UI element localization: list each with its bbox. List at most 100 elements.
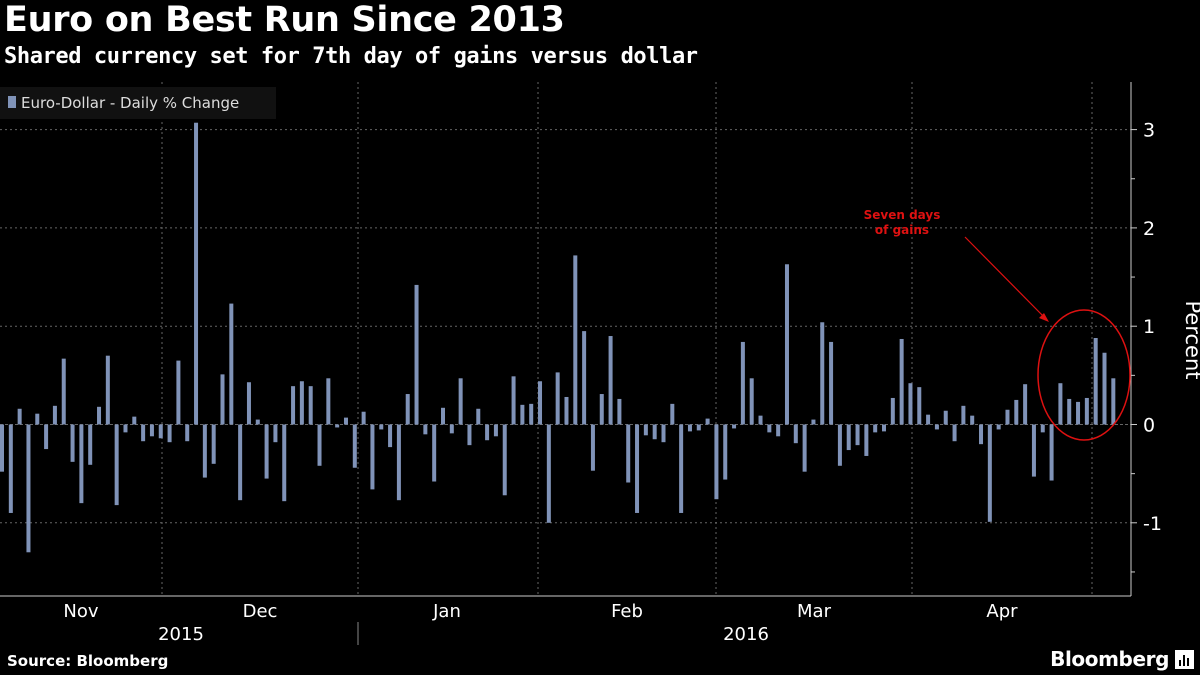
y-axis-label: Percent bbox=[1181, 300, 1200, 379]
bar bbox=[996, 424, 1001, 430]
annotation: Seven days of gains bbox=[864, 208, 1131, 441]
legend-box bbox=[0, 87, 276, 119]
bar bbox=[458, 378, 463, 425]
bar bbox=[538, 381, 543, 425]
bar bbox=[17, 408, 22, 425]
bar bbox=[370, 424, 375, 490]
bar bbox=[934, 424, 939, 430]
bar bbox=[546, 424, 551, 523]
bar bbox=[714, 424, 719, 500]
legend-swatch bbox=[8, 96, 16, 108]
year-label: 2016 bbox=[723, 624, 769, 645]
bar bbox=[608, 336, 613, 425]
bar bbox=[961, 405, 966, 425]
bar bbox=[238, 424, 243, 501]
annotation-text-line2: of gains bbox=[875, 223, 929, 237]
chart-subtitle: Shared currency set for 7th day of gains… bbox=[4, 44, 698, 69]
bar bbox=[582, 331, 587, 425]
bar bbox=[114, 424, 119, 506]
bar bbox=[8, 424, 13, 513]
x-tick-label: Mar bbox=[797, 601, 832, 622]
bar bbox=[202, 424, 207, 478]
bar bbox=[732, 424, 737, 429]
bar bbox=[167, 424, 172, 443]
bar bbox=[229, 303, 234, 425]
bar bbox=[264, 424, 269, 479]
bar bbox=[1014, 399, 1019, 425]
bar bbox=[811, 419, 816, 425]
bar bbox=[0, 424, 4, 472]
bar bbox=[687, 424, 692, 432]
bar bbox=[529, 403, 534, 425]
bar bbox=[132, 416, 137, 425]
bar bbox=[776, 424, 781, 437]
bar bbox=[617, 398, 622, 425]
bar bbox=[1049, 424, 1054, 481]
bar bbox=[846, 424, 851, 451]
bar bbox=[1093, 338, 1098, 425]
bar bbox=[555, 372, 560, 425]
bar bbox=[335, 424, 340, 428]
bar bbox=[899, 338, 904, 425]
bar bbox=[476, 408, 481, 425]
bar bbox=[141, 424, 146, 442]
brand-logo: Bloomberg bbox=[1050, 647, 1169, 671]
bar bbox=[855, 424, 860, 446]
bar bbox=[793, 424, 798, 444]
bar bbox=[864, 424, 869, 456]
bar bbox=[105, 355, 110, 425]
bar bbox=[723, 424, 728, 480]
bar bbox=[441, 407, 445, 425]
x-tick-label: Dec bbox=[243, 601, 278, 622]
bar bbox=[388, 424, 393, 448]
bar bbox=[643, 424, 648, 436]
bar bbox=[432, 424, 437, 482]
bar bbox=[705, 418, 710, 425]
x-tick-label: Apr bbox=[986, 601, 1018, 622]
bar bbox=[61, 358, 66, 425]
annotation-arrow-head bbox=[1039, 313, 1049, 322]
bar bbox=[837, 424, 842, 466]
bar bbox=[123, 424, 128, 433]
bar bbox=[1058, 383, 1063, 425]
bar bbox=[749, 378, 754, 425]
bar bbox=[1023, 384, 1028, 425]
bar bbox=[423, 424, 428, 435]
bar bbox=[52, 405, 57, 425]
bar bbox=[1084, 397, 1089, 425]
bar bbox=[220, 374, 225, 425]
bar bbox=[176, 360, 181, 425]
source-note: Source: Bloomberg bbox=[7, 652, 169, 670]
bar bbox=[379, 424, 384, 430]
y-tick-label: 1 bbox=[1143, 316, 1155, 338]
legend-label: Euro-Dollar - Daily % Change bbox=[21, 94, 239, 112]
bar bbox=[661, 424, 666, 443]
bar bbox=[396, 424, 401, 501]
bar bbox=[626, 424, 631, 483]
y-tick-label: 0 bbox=[1143, 415, 1155, 437]
bar bbox=[211, 424, 216, 464]
bar bbox=[299, 381, 304, 425]
bar bbox=[158, 424, 163, 439]
bar bbox=[352, 424, 357, 468]
bar bbox=[97, 406, 102, 425]
bar bbox=[890, 397, 895, 425]
y-tick-label: 3 bbox=[1143, 120, 1155, 142]
bar bbox=[246, 382, 251, 425]
annotation-arrow-line bbox=[964, 236, 1048, 321]
bar bbox=[282, 424, 287, 502]
bar bbox=[573, 255, 578, 425]
x-tick-label: Nov bbox=[63, 601, 98, 622]
bar bbox=[652, 424, 657, 440]
bar bbox=[308, 386, 313, 425]
annotation-text-line1: Seven days bbox=[864, 208, 941, 222]
bar bbox=[1031, 424, 1036, 477]
bar bbox=[926, 414, 931, 425]
bar bbox=[79, 424, 84, 504]
bar bbox=[1005, 409, 1010, 425]
bar bbox=[1067, 398, 1072, 425]
bar bbox=[679, 424, 684, 513]
bar bbox=[520, 404, 525, 425]
bar bbox=[943, 410, 948, 425]
